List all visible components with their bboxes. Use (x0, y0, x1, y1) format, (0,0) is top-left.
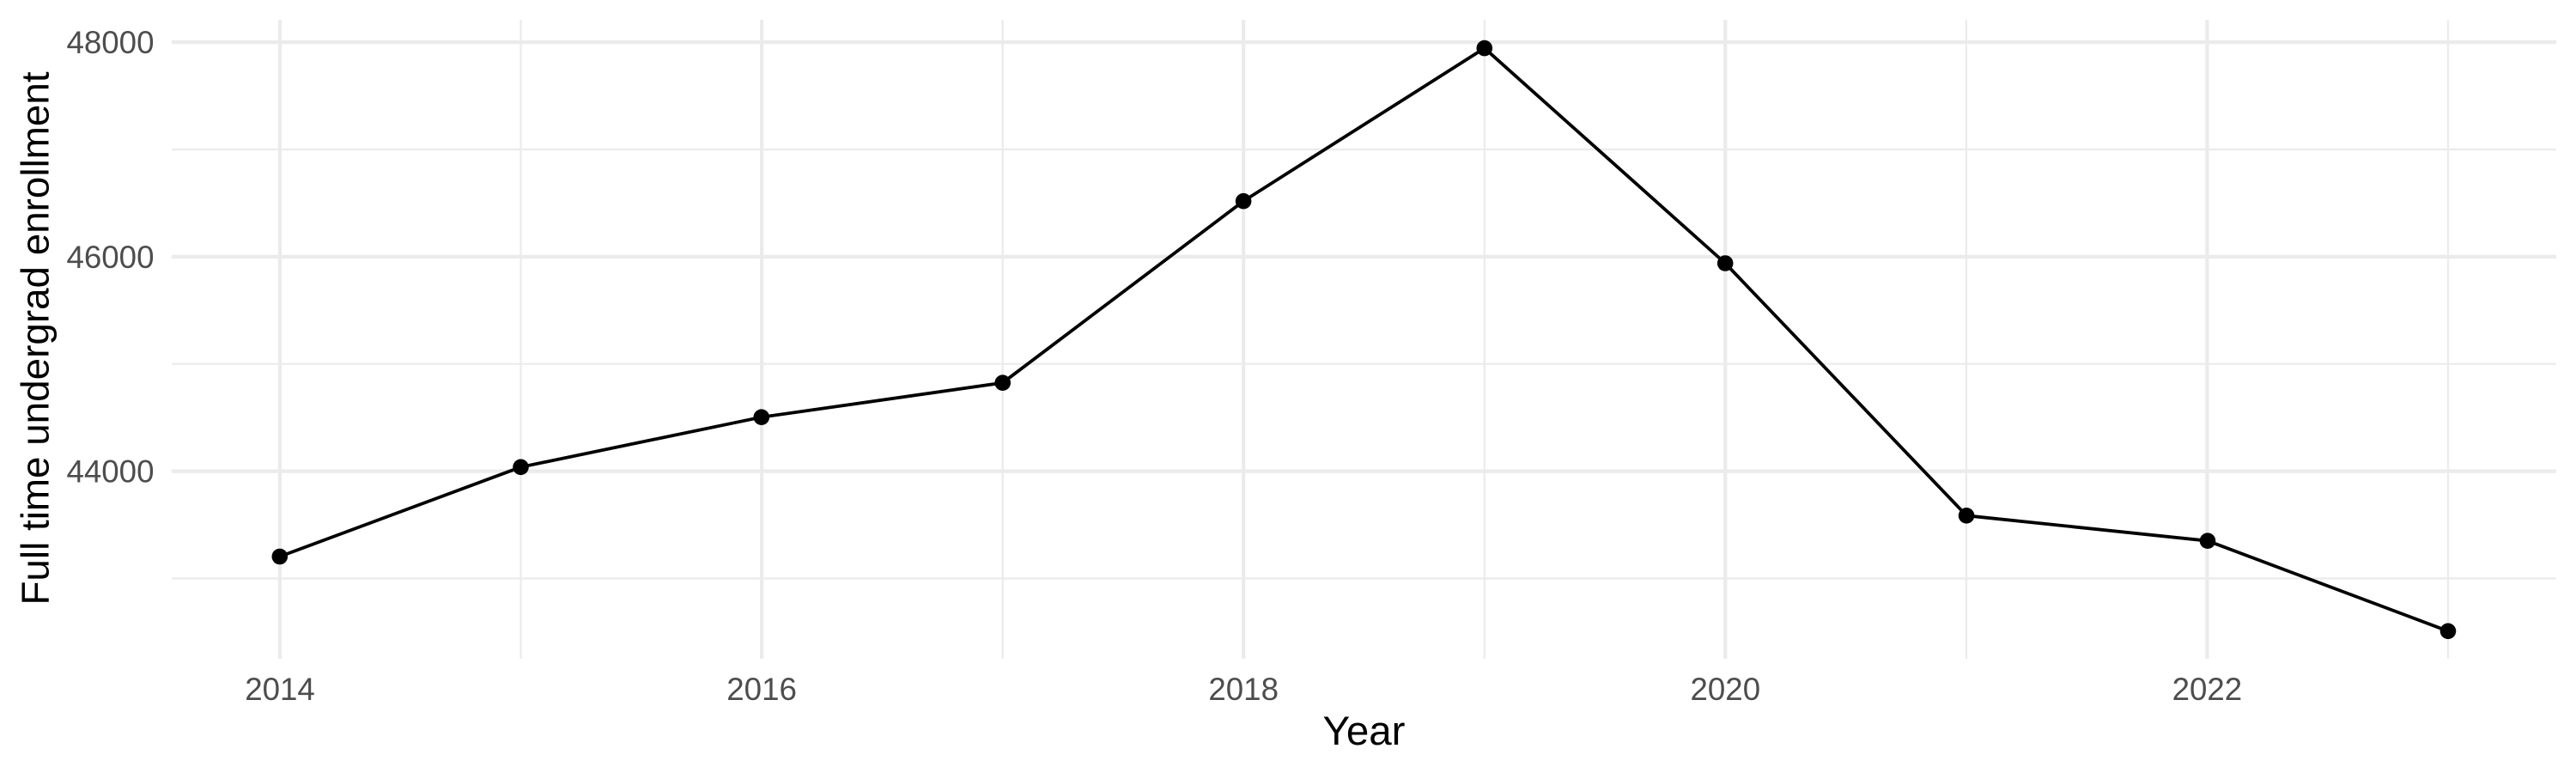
svg-text:Year: Year (1323, 709, 1406, 754)
svg-text:2018: 2018 (1208, 672, 1279, 707)
svg-text:2022: 2022 (2172, 672, 2243, 707)
svg-text:2014: 2014 (245, 672, 315, 707)
svg-text:46000: 46000 (66, 240, 154, 275)
svg-text:2020: 2020 (1690, 672, 1760, 707)
svg-text:Full time undergrad enrollment: Full time undergrad enrollment (14, 71, 58, 605)
svg-text:48000: 48000 (66, 25, 154, 60)
svg-text:44000: 44000 (66, 454, 154, 490)
svg-text:2016: 2016 (726, 672, 797, 707)
